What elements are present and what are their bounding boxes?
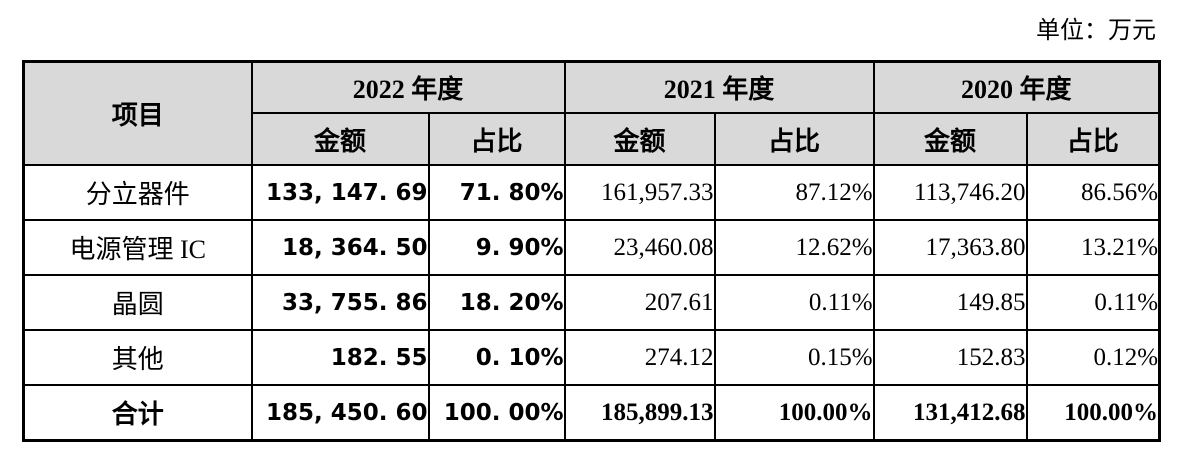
amount-header-2022: 金额 — [250, 112, 430, 166]
ratio-2020: 0.12% — [1025, 329, 1161, 386]
amount-2020: 17,363.80 — [872, 219, 1028, 276]
amount-2022: 182. 55 — [250, 329, 430, 386]
amount-2020: 149.85 — [872, 274, 1028, 331]
ratio-2021: 0.15% — [713, 329, 875, 386]
amount-2021: 23,460.08 — [563, 219, 716, 276]
table-row-discrete-devices: 分立器件 133, 147. 69 71. 80% 161,957.33 87.… — [22, 164, 1161, 221]
document-page: 单位：万元 项目 2022 年度 2021 年度 2020 年度 — [22, 18, 1162, 442]
amount-2022: 18, 364. 50 — [250, 219, 430, 276]
ratio-2020: 100.00% — [1025, 384, 1161, 442]
ratio-header-2022: 占比 — [427, 112, 566, 166]
ratio-2020: 0.11% — [1025, 274, 1161, 331]
ratio-2022: 0. 10% — [427, 329, 566, 386]
ratio-header-2020: 占比 — [1025, 112, 1161, 166]
row-label: 合计 — [22, 384, 253, 442]
ratio-2020: 86.56% — [1025, 164, 1161, 221]
amount-header-2020: 金额 — [872, 112, 1028, 166]
row-label: 晶圆 — [22, 274, 253, 331]
ratio-2021: 87.12% — [713, 164, 875, 221]
year-group-2021: 2021 年度 — [563, 60, 875, 114]
row-label: 分立器件 — [22, 164, 253, 221]
amount-2020: 152.83 — [872, 329, 1028, 386]
table-row-power-management-ic: 电源管理 IC 18, 364. 50 9. 90% 23,460.08 12.… — [22, 219, 1161, 276]
ratio-2022: 71. 80% — [427, 164, 566, 221]
row-label: 其他 — [22, 329, 253, 386]
ratio-2022: 18. 20% — [427, 274, 566, 331]
amount-2021: 207.61 — [563, 274, 716, 331]
ratio-2021: 0.11% — [713, 274, 875, 331]
table-row-total: 合计 185, 450. 60 100. 00% 185,899.13 100.… — [22, 384, 1161, 442]
ratio-header-2021: 占比 — [713, 112, 875, 166]
amount-header-2021: 金额 — [563, 112, 716, 166]
row-label: 电源管理 IC — [22, 219, 253, 276]
ratio-2020: 13.21% — [1025, 219, 1161, 276]
amount-2020: 131,412.68 — [872, 384, 1028, 442]
ratio-2022: 9. 90% — [427, 219, 566, 276]
item-column-header: 项目 — [22, 60, 253, 166]
amount-2022: 133, 147. 69 — [250, 164, 430, 221]
year-group-2022: 2022 年度 — [250, 60, 566, 114]
ratio-2022: 100. 00% — [427, 384, 566, 442]
table-row-wafer: 晶圆 33, 755. 86 18. 20% 207.61 0.11% 149.… — [22, 274, 1161, 331]
ratio-2021: 12.62% — [713, 219, 875, 276]
amount-2022: 185, 450. 60 — [250, 384, 430, 442]
header-row-years: 项目 2022 年度 2021 年度 2020 年度 — [22, 60, 1161, 166]
amount-2021: 185,899.13 — [563, 384, 716, 442]
amount-2021: 274.12 — [563, 329, 716, 386]
amount-2021: 161,957.33 — [563, 164, 716, 221]
amount-2022: 33, 755. 86 — [250, 274, 430, 331]
table-row-other: 其他 182. 55 0. 10% 274.12 0.15% 152.83 0.… — [22, 329, 1161, 386]
year-group-2020: 2020 年度 — [872, 60, 1161, 114]
header-row-subcolumns: 金额 占比 金额 占比 金额 占比 — [24, 112, 1161, 166]
ratio-2021: 100.00% — [713, 384, 875, 442]
unit-label: 单位：万元 — [1036, 18, 1156, 44]
product-revenue-table: 项目 2022 年度 2021 年度 2020 年度 金额 占比 金额 占比 金… — [22, 60, 1162, 442]
amount-2020: 113,746.20 — [872, 164, 1028, 221]
